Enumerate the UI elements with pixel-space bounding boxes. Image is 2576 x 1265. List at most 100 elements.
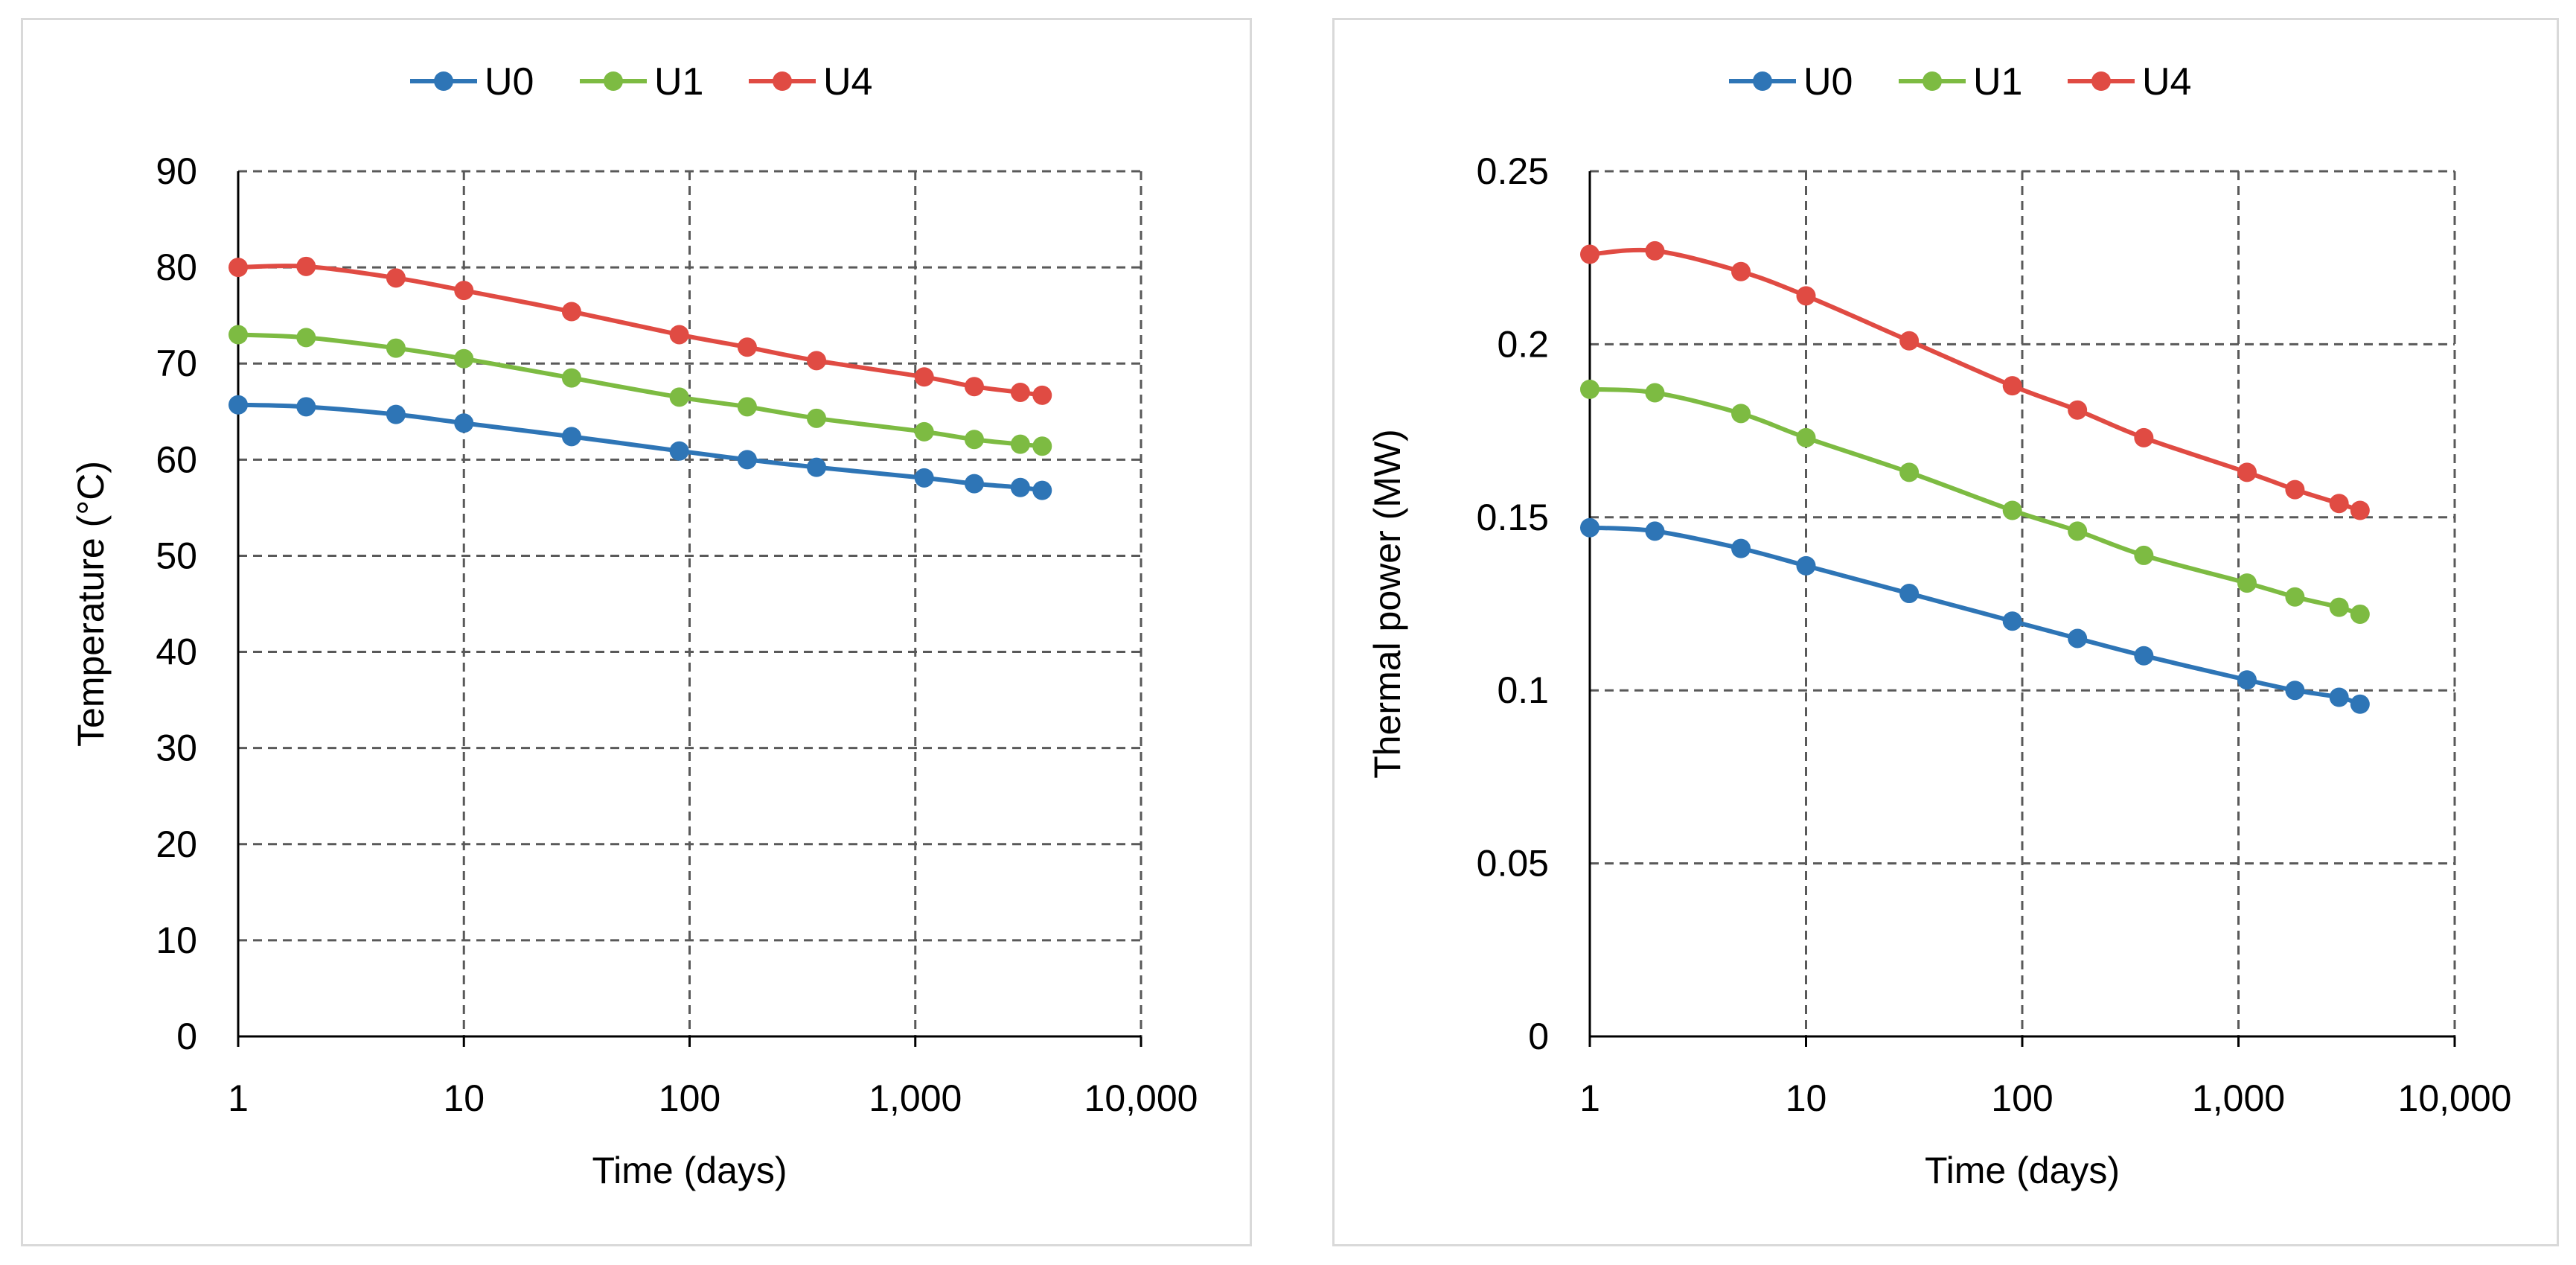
legend-item-u4: U4	[2068, 60, 2191, 103]
y-axis-title: Temperature (°C)	[70, 461, 112, 747]
data-point	[1580, 244, 1599, 264]
legend-marker	[1753, 71, 1772, 91]
data-point	[2237, 573, 2257, 593]
data-point	[1580, 517, 1599, 538]
data-point	[737, 337, 757, 357]
data-point	[2134, 545, 2154, 565]
data-point	[2350, 694, 2370, 714]
data-point	[2350, 604, 2370, 624]
data-point	[296, 397, 316, 417]
data-point	[1731, 404, 1751, 424]
legend-marker	[434, 71, 453, 91]
data-point	[1899, 584, 1920, 604]
legend-label: U1	[1973, 60, 2022, 103]
y-tick-label: 0.15	[1477, 497, 1549, 538]
data-point	[386, 404, 406, 424]
data-point	[2068, 400, 2088, 420]
data-point	[454, 413, 474, 433]
temperature-chart: 0 10 20 30 40 50 60 70 80 90 1 10 100 1,000 10,000 Time…	[70, 60, 1198, 1191]
legend-item-u1: U1	[580, 60, 703, 103]
legend-label: U4	[823, 60, 872, 103]
data-point	[2002, 611, 2022, 631]
legend-marker	[1923, 71, 1942, 91]
y-tick-label: 0.2	[1497, 323, 1549, 365]
y-tick-label: 0.05	[1477, 843, 1549, 885]
legend-label: U4	[2142, 60, 2191, 103]
thermal-power-chart: 0 0.05 0.1 0.15 0.2 0.25 1 10 100 1,000 10,000 Time…	[1367, 60, 2511, 1191]
data-point	[669, 441, 689, 461]
data-point	[1731, 261, 1751, 281]
data-point	[386, 268, 406, 288]
y-tick-label: 50	[156, 535, 197, 576]
series-u0	[228, 395, 1052, 500]
y-axis-title: Thermal power (MW)	[1367, 429, 1408, 778]
temperature-chart-panel: 0 10 20 30 40 50 60 70 80 90 1 10 100 1,000 10,000 Time…	[21, 18, 1252, 1246]
data-point	[1645, 240, 1665, 261]
x-tick-label: 10,000	[1084, 1077, 1198, 1119]
data-point	[386, 338, 406, 358]
data-point	[1645, 521, 1665, 541]
y-tick-label: 90	[156, 150, 197, 192]
x-tick-label: 1	[228, 1077, 249, 1119]
data-point	[669, 325, 689, 345]
data-point	[1796, 286, 1816, 306]
legend-marker	[604, 71, 623, 91]
data-point	[1899, 331, 1920, 351]
legend: U0 U1 U4	[410, 60, 872, 103]
data-point	[2068, 521, 2088, 541]
data-point	[1796, 427, 1816, 447]
gridlines	[238, 170, 1142, 1036]
x-axis-title: Time (days)	[592, 1150, 787, 1191]
data-point	[1032, 480, 1052, 500]
legend-label: U1	[654, 60, 703, 103]
y-tick-label: 30	[156, 727, 197, 769]
legend-item-u4: U4	[749, 60, 872, 103]
data-point	[2002, 500, 2022, 520]
data-point	[914, 468, 934, 488]
data-point	[2285, 587, 2305, 607]
data-point	[914, 367, 934, 387]
data-point	[561, 302, 581, 322]
data-point	[807, 457, 827, 477]
x-tick-label: 1	[1579, 1077, 1600, 1119]
y-tick-label: 70	[156, 342, 197, 384]
x-axis-title: Time (days)	[1925, 1150, 2120, 1191]
data-point	[964, 474, 984, 494]
series-u4	[1580, 240, 2370, 520]
legend-item-u0: U0	[1729, 60, 1853, 103]
data-point	[1645, 383, 1665, 403]
series-u1	[228, 325, 1052, 456]
data-point	[2285, 479, 2305, 500]
data-point	[914, 421, 934, 442]
y-tick-label: 40	[156, 631, 197, 673]
data-point	[2134, 646, 2154, 666]
x-tick-label: 10	[1786, 1077, 1827, 1119]
thermal-power-chart-panel: 0 0.05 0.1 0.15 0.2 0.25 1 10 100 1,000 10,000 Time…	[1332, 18, 2559, 1246]
data-point	[2237, 670, 2257, 690]
data-point	[1032, 436, 1052, 456]
data-point	[964, 430, 984, 450]
data-point	[2068, 628, 2088, 649]
x-tick-label: 100	[659, 1077, 720, 1119]
data-point	[1796, 555, 1816, 576]
legend-label: U0	[485, 60, 534, 103]
data-point	[296, 256, 316, 276]
y-tick-label: 10	[156, 920, 197, 961]
data-point	[228, 258, 248, 278]
x-tick-label: 10	[443, 1077, 485, 1119]
legend-marker	[773, 71, 792, 91]
y-tick-label: 0.25	[1477, 150, 1549, 192]
data-point	[2134, 427, 2154, 447]
data-point	[737, 450, 757, 470]
data-point	[2285, 681, 2305, 701]
data-point	[1010, 434, 1030, 454]
data-point	[2002, 376, 2022, 396]
data-point	[454, 348, 474, 369]
x-tick-label: 100	[1991, 1077, 2053, 1119]
series-u0	[1580, 517, 2370, 714]
data-point	[807, 408, 827, 428]
legend-label: U0	[1803, 60, 1853, 103]
legend-item-u1: U1	[1899, 60, 2022, 103]
data-point	[2329, 687, 2349, 707]
legend-item-u0: U0	[410, 60, 534, 103]
